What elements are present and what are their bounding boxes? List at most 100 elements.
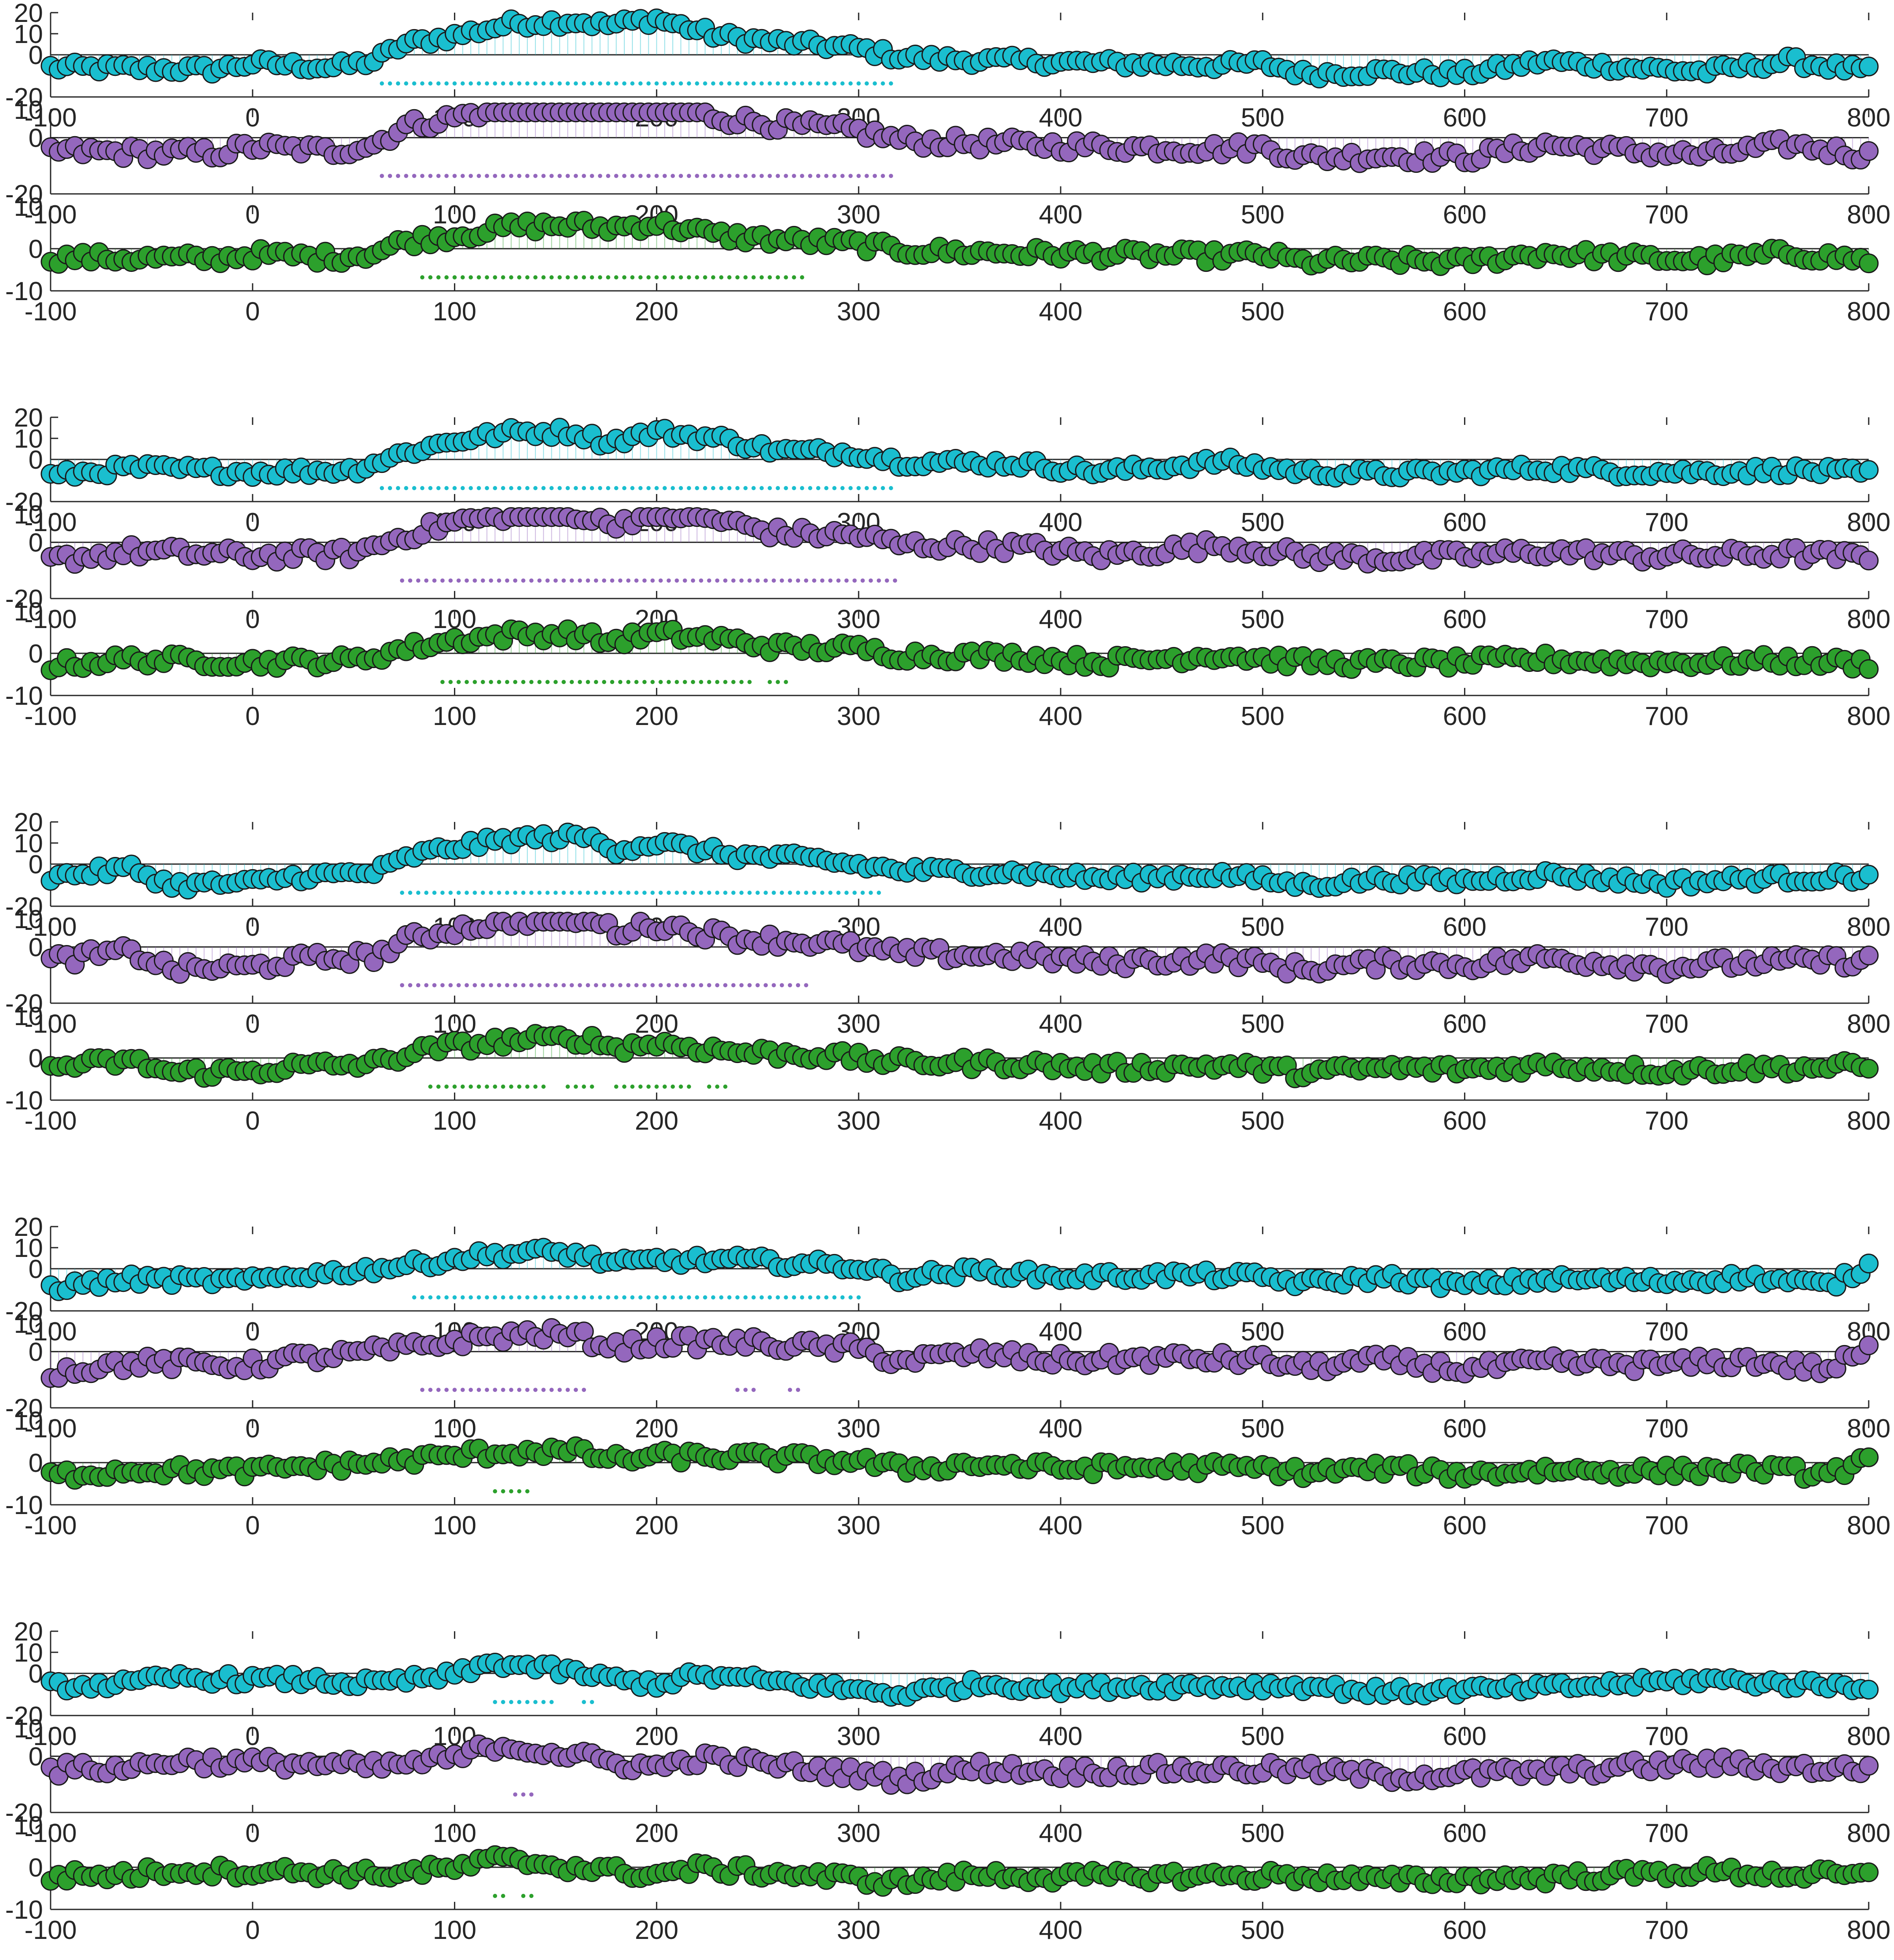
significance-dot bbox=[808, 486, 812, 490]
significance-dot bbox=[747, 680, 752, 684]
significance-dot bbox=[590, 486, 594, 490]
significance-dot bbox=[735, 275, 740, 279]
y-tick-label: 0 bbox=[29, 235, 43, 264]
significance-dot bbox=[690, 578, 695, 583]
significance-dot bbox=[771, 891, 776, 895]
significance-dot bbox=[428, 275, 433, 279]
significance-dot bbox=[654, 1295, 659, 1300]
significance-dot bbox=[776, 81, 780, 86]
significance-dot bbox=[630, 1295, 635, 1300]
significance-dot bbox=[501, 81, 505, 86]
significance-dot bbox=[759, 81, 764, 86]
significance-dot bbox=[553, 983, 558, 988]
significance-dot bbox=[573, 1085, 578, 1089]
significance-dot bbox=[763, 983, 768, 988]
significance-dot bbox=[638, 275, 643, 279]
significance-dot bbox=[626, 983, 631, 988]
significance-dot bbox=[699, 983, 704, 988]
significance-dot bbox=[889, 81, 893, 86]
significance-dot bbox=[884, 578, 889, 583]
significance-dot bbox=[852, 891, 857, 895]
x-tick-label: 700 bbox=[1645, 1106, 1688, 1136]
x-tick-label: 700 bbox=[1645, 1010, 1688, 1039]
significance-dot bbox=[771, 983, 776, 988]
x-tick-label: 600 bbox=[1443, 297, 1486, 326]
significance-dot bbox=[674, 891, 679, 895]
significance-dot bbox=[586, 578, 590, 583]
significance-dot bbox=[787, 578, 792, 583]
significance-dot bbox=[509, 81, 513, 86]
significance-dot bbox=[662, 486, 667, 490]
x-tick-label: 300 bbox=[837, 1010, 880, 1039]
significance-dot bbox=[582, 486, 586, 490]
significance-dot bbox=[715, 891, 720, 895]
significance-dot bbox=[828, 578, 833, 583]
significance-dot bbox=[473, 578, 477, 583]
significance-dot bbox=[824, 81, 829, 86]
significance-dot bbox=[768, 486, 772, 490]
significance-dot bbox=[860, 578, 865, 583]
x-tick-label: 600 bbox=[1443, 508, 1486, 537]
significance-dot bbox=[784, 486, 788, 490]
significance-dot bbox=[444, 174, 449, 178]
y-tick-label: 10 bbox=[14, 500, 43, 529]
significance-dot bbox=[586, 891, 590, 895]
significance-dot bbox=[800, 174, 804, 178]
significance-dot bbox=[646, 1085, 651, 1089]
significance-dot bbox=[804, 983, 809, 988]
significance-dot bbox=[529, 983, 534, 988]
significance-dot bbox=[784, 275, 788, 279]
significance-dot bbox=[642, 578, 647, 583]
significance-dot bbox=[703, 275, 707, 279]
significance-dot bbox=[646, 486, 651, 490]
significance-dot bbox=[674, 578, 679, 583]
significance-dot bbox=[400, 891, 404, 895]
x-tick-label: 400 bbox=[1039, 1106, 1082, 1136]
significance-dot bbox=[674, 983, 679, 988]
significance-dot bbox=[679, 81, 683, 86]
significance-dot bbox=[549, 275, 554, 279]
significance-dot bbox=[626, 891, 631, 895]
significance-dot bbox=[771, 578, 776, 583]
significance-dot bbox=[481, 578, 485, 583]
significance-dot bbox=[800, 81, 804, 86]
significance-dot bbox=[840, 486, 845, 490]
significance-dot bbox=[856, 174, 861, 178]
significance-dot bbox=[816, 174, 821, 178]
significance-dot bbox=[590, 81, 594, 86]
significance-dot bbox=[836, 578, 841, 583]
significance-dot bbox=[828, 891, 833, 895]
significance-dot bbox=[662, 1085, 667, 1089]
significance-dot bbox=[662, 275, 667, 279]
significance-dot bbox=[618, 680, 623, 684]
x-tick-label: 800 bbox=[1847, 297, 1890, 326]
significance-dot bbox=[481, 680, 485, 684]
significance-dot bbox=[420, 81, 424, 86]
significance-dot bbox=[509, 1085, 513, 1089]
significance-dot bbox=[792, 275, 796, 279]
data-point bbox=[1859, 1058, 1879, 1079]
x-tick-label: 0 bbox=[245, 1317, 260, 1346]
significance-dot bbox=[428, 486, 433, 490]
significance-dot bbox=[695, 174, 699, 178]
y-tick-label: -20 bbox=[5, 585, 43, 614]
significance-dot bbox=[388, 174, 392, 178]
significance-dot bbox=[533, 486, 538, 490]
significance-dot bbox=[404, 81, 408, 86]
significance-dot bbox=[779, 578, 784, 583]
significance-dot bbox=[634, 680, 639, 684]
significance-dot bbox=[404, 486, 408, 490]
significance-dot bbox=[553, 891, 558, 895]
significance-dot bbox=[444, 81, 449, 86]
significance-dot bbox=[662, 81, 667, 86]
significance-dot bbox=[779, 983, 784, 988]
significance-dot bbox=[573, 1295, 578, 1300]
significance-dot bbox=[473, 983, 477, 988]
significance-dot bbox=[602, 680, 607, 684]
significance-dot bbox=[666, 891, 671, 895]
significance-dot bbox=[654, 486, 659, 490]
data-point bbox=[1859, 56, 1879, 77]
significance-dot bbox=[529, 578, 534, 583]
significance-dot bbox=[493, 174, 497, 178]
